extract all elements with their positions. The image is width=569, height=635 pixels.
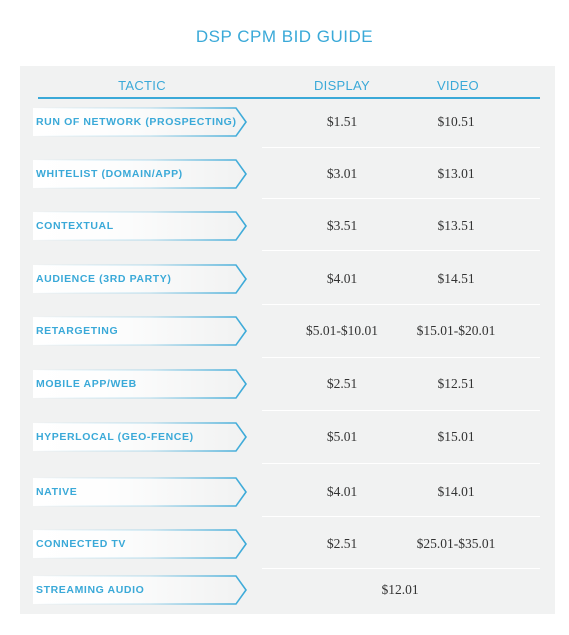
arrow-tag-icon [32,369,247,399]
row-separator [262,568,540,569]
display-price-cell: $4.01 [326,484,358,499]
display-price-cell: $3.01 [326,166,358,181]
header-display: DISPLAY [313,78,371,93]
table-row: MOBILE APP/WEB $2.51 $12.51 [0,369,569,403]
tactic-tag: HYPERLOCAL (GEO-FENCE) [32,422,248,452]
video-price-cell: $13.01 [437,166,475,181]
table-row: CONNECTED TV $2.51 $25.01-$35.01 [0,529,569,563]
arrow-tag-icon [32,107,247,137]
row-separator [262,250,540,251]
video-price-cell: $12.51 [437,376,475,391]
display-price-cell: $2.51 [326,536,358,551]
tactic-label: HYPERLOCAL (GEO-FENCE) [36,431,194,443]
display-price-cell: $5.01 [326,429,358,444]
tactic-label: NATIVE [36,486,78,498]
video-price-cell: $15.01-$20.01 [416,323,496,338]
tactic-tag: RETARGETING [32,316,248,346]
table-row: RETARGETING $5.01-$10.01 $15.01-$20.01 [0,316,569,350]
table-row: HYPERLOCAL (GEO-FENCE) $5.01 $15.01 [0,422,569,456]
tactic-tag: RUN OF NETWORK (PROSPECTING) [32,107,248,137]
arrow-tag-icon [32,477,247,507]
page-title: DSP CPM BID GUIDE [195,27,374,46]
tactic-label: MOBILE APP/WEB [36,378,137,390]
tactic-label: RUN OF NETWORK (PROSPECTING) [36,116,237,128]
header-video: VIDEO [437,78,479,93]
tactic-tag: WHITELIST (DOMAIN/APP) [32,159,248,189]
row-separator [262,304,540,305]
row-separator [262,516,540,517]
table-row: RUN OF NETWORK (PROSPECTING) $1.51 $10.51 [0,107,569,141]
arrow-tag-icon [32,529,247,559]
arrow-tag-icon [32,316,247,346]
arrow-tag-icon [32,159,247,189]
video-price-cell: $14.01 [437,484,475,499]
table-row: AUDIENCE (3RD PARTY) $4.01 $14.51 [0,264,569,298]
display-price-cell: $3.51 [326,218,358,233]
display-price-cell: $1.51 [326,114,358,129]
tactic-tag: CONNECTED TV [32,529,248,559]
table-row: WHITELIST (DOMAIN/APP) $3.01 $13.01 [0,159,569,193]
arrow-tag-icon [32,211,247,241]
row-separator [262,410,540,411]
tactic-label: STREAMING AUDIO [36,584,145,596]
video-price-cell: $13.51 [437,218,475,233]
tactic-label: CONTEXTUAL [36,220,114,232]
row-separator [262,463,540,464]
display-price-cell: $2.51 [326,376,358,391]
merged-price-cell: $12.01 [381,582,419,597]
tactic-label: AUDIENCE (3RD PARTY) [36,273,172,285]
video-price-cell: $14.51 [437,271,475,286]
tactic-tag: AUDIENCE (3RD PARTY) [32,264,248,294]
display-price-cell: $5.01-$10.01 [306,323,378,338]
video-price-cell: $25.01-$35.01 [416,536,496,551]
tactic-tag: MOBILE APP/WEB [32,369,248,399]
tactic-tag: NATIVE [32,477,248,507]
table-row: NATIVE $4.01 $14.01 [0,477,569,511]
table-row: CONTEXTUAL $3.51 $13.51 [0,211,569,245]
tactic-tag: CONTEXTUAL [32,211,248,241]
display-price-cell: $4.01 [326,271,358,286]
video-price-cell: $15.01 [437,429,475,444]
header-rule [38,97,540,99]
row-separator [262,357,540,358]
header-tactic: TACTIC [118,78,166,93]
table-row: STREAMING AUDIO $12.01 [0,575,569,609]
video-price-cell: $10.51 [437,114,475,129]
arrow-tag-icon [32,575,247,605]
tactic-label: RETARGETING [36,325,119,337]
arrow-tag-icon [32,264,247,294]
row-separator [262,198,540,199]
row-separator [262,147,540,148]
tactic-label: CONNECTED TV [36,538,127,550]
tactic-label: WHITELIST (DOMAIN/APP) [36,168,183,180]
tactic-tag: STREAMING AUDIO [32,575,248,605]
arrow-tag-icon [32,422,247,452]
